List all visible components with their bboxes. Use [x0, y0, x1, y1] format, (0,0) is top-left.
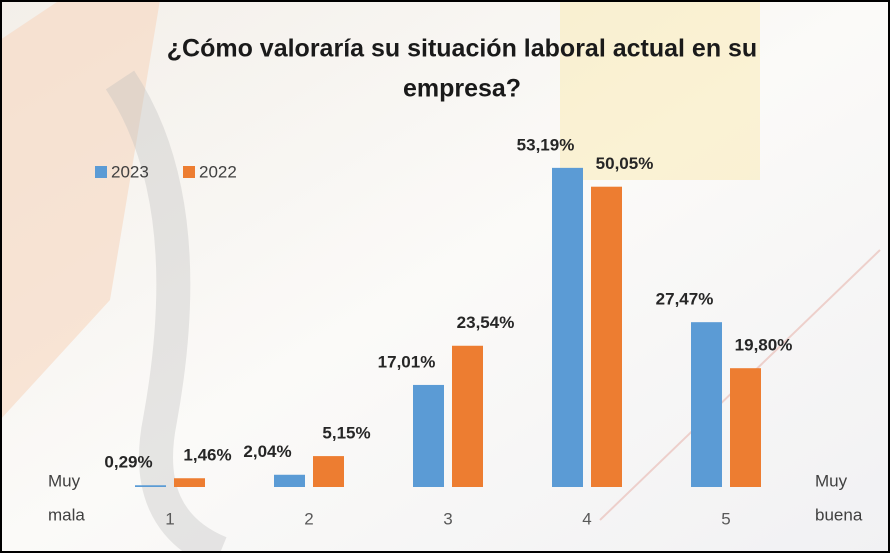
bar — [730, 368, 761, 487]
chart: ¿Cómo valoraría su situación laboral act… — [0, 0, 890, 553]
bar — [452, 346, 483, 487]
bar — [174, 478, 205, 487]
value-label: 53,19% — [517, 135, 575, 154]
annotation: Muy — [48, 471, 81, 490]
legend-label: 2022 — [199, 162, 237, 181]
bar — [691, 322, 722, 487]
x-tick-label: 1 — [165, 509, 174, 528]
value-label: 1,46% — [183, 446, 231, 465]
value-label: 5,15% — [322, 424, 370, 443]
x-tick-label: 4 — [582, 509, 591, 528]
legend-swatch — [183, 166, 195, 178]
value-label: 50,05% — [596, 154, 654, 173]
bar — [135, 485, 166, 487]
bar — [413, 385, 444, 487]
chart-title: ¿Cómo valoraría su situación laboral act… — [167, 35, 757, 63]
value-label: 17,01% — [378, 352, 436, 371]
annotation: Muy — [815, 471, 848, 490]
value-label: 27,47% — [656, 290, 714, 309]
x-tick-label: 5 — [721, 509, 730, 528]
bar — [552, 168, 583, 487]
value-label: 0,29% — [104, 453, 152, 472]
value-label: 19,80% — [735, 336, 793, 355]
x-tick-label: 3 — [443, 509, 452, 528]
bar — [313, 456, 344, 487]
value-label: 23,54% — [457, 313, 515, 332]
chart-title: empresa? — [403, 75, 521, 103]
x-tick-label: 2 — [304, 509, 313, 528]
decor — [560, 0, 760, 180]
legend-label: 2023 — [111, 162, 149, 181]
legend-swatch — [95, 166, 107, 178]
annotation: buena — [815, 505, 863, 524]
annotation: mala — [48, 505, 85, 524]
value-label: 2,04% — [243, 442, 291, 461]
bar — [274, 475, 305, 487]
bar — [591, 187, 622, 487]
